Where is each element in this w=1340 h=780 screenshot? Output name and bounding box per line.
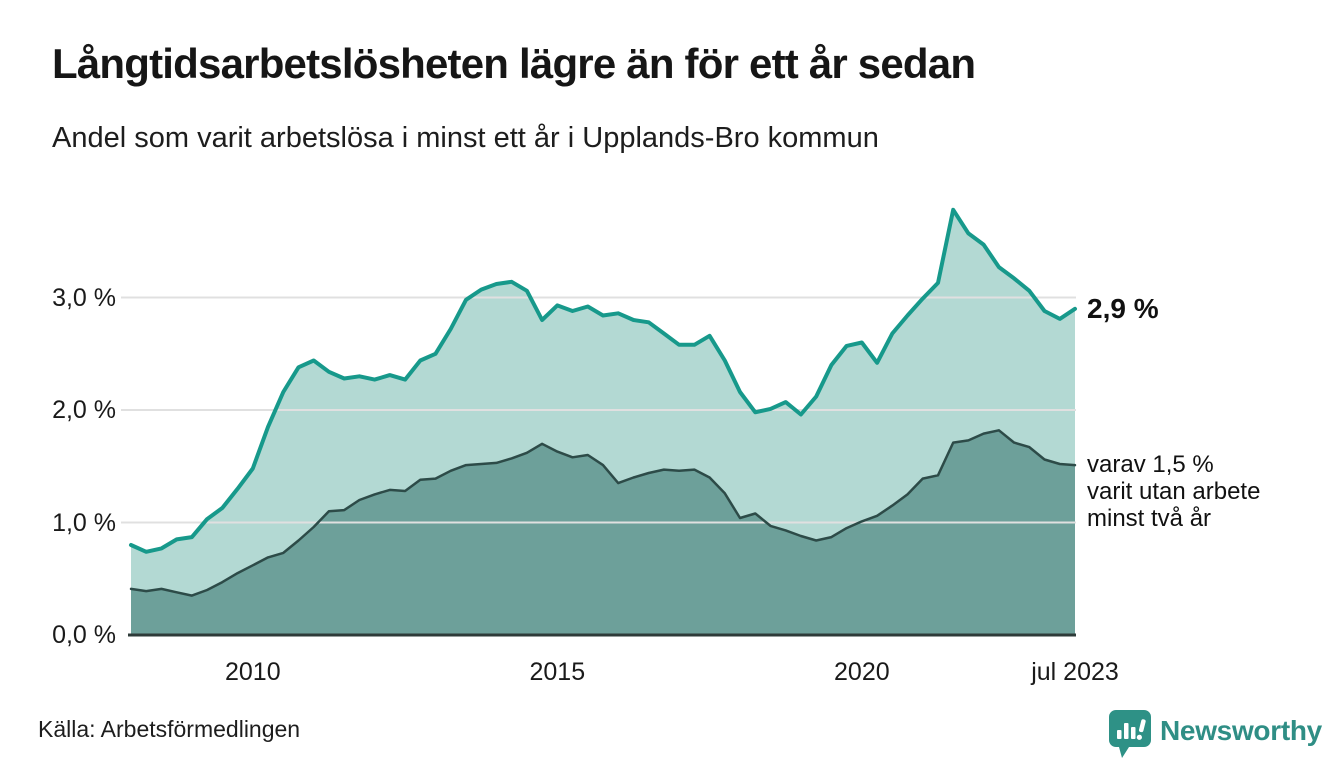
series-line [129, 429, 1077, 597]
y-axis-label: 2,0 % [52, 396, 116, 424]
x-axis-label: 2020 [834, 658, 890, 686]
y-axis-label: 0,0 % [52, 621, 116, 649]
x-axis-label: jul 2023 [1031, 658, 1119, 686]
source-credit: Källa: Arbetsförmedlingen [38, 716, 301, 742]
page-subtitle: Andel som varit arbetslösa i minst ett å… [52, 122, 879, 154]
y-axis-label: 1,0 % [52, 508, 116, 537]
newsworthy-bubble-chart-icon [1109, 710, 1151, 758]
newsworthy-logo: Newsworthy [1108, 708, 1322, 760]
y-axis-label: 3,0 % [52, 283, 116, 312]
series-end-note-label: varav 1,5 % varit utan arbete minst två … [1087, 451, 1261, 532]
series-end-value-label: 2,9 % [1087, 293, 1159, 324]
x-axis-label: 2015 [529, 658, 586, 686]
area-fill [131, 430, 1075, 635]
page-title: Långtidsarbetslösheten lägre än för ett … [52, 40, 976, 87]
x-axis-label: 2010 [224, 658, 281, 686]
newsworthy-wordmark: Newsworthy [1160, 715, 1322, 746]
series-line [129, 207, 1077, 554]
